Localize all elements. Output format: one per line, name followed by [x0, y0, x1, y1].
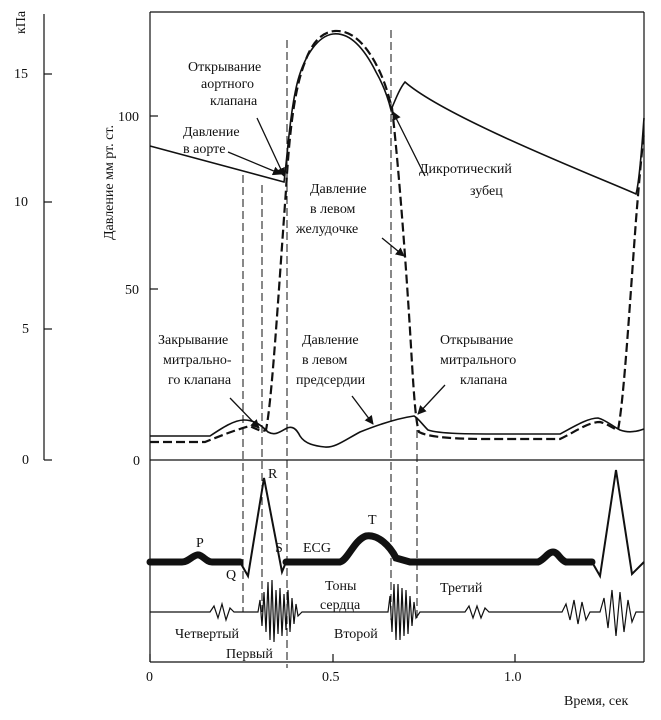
first-sound-label: Первый [226, 647, 273, 662]
kpa-axis-label: кПа [14, 10, 29, 34]
mitral-open-label: Открывание митрального клапана [440, 333, 520, 388]
la-pressure-curve [150, 415, 645, 448]
aortic-valve-open-label: Открывание аортного клапана [188, 60, 265, 109]
lv-pressure-label: Давление в левом желудочке [295, 182, 370, 237]
pressure-tick-0: 0 [133, 454, 140, 469]
aortic-pressure-label: Давление в аорте [183, 125, 243, 157]
heart-sounds-label: Тоны сердца [320, 579, 361, 613]
ecg-label: ECG [303, 541, 331, 556]
time-tick-0: 0 [146, 670, 153, 685]
ecg-q-label: Q [226, 568, 236, 583]
ecg-trace [146, 469, 645, 579]
second-sound-label: Второй [334, 627, 378, 642]
time-axis-label: Время, сек [564, 694, 628, 709]
pressure-tick-50: 50 [125, 283, 139, 298]
mitral-close-label: Закрывание митрально- го клапана [158, 333, 235, 388]
pressure-tick-100: 100 [118, 110, 139, 125]
ecg-t-label: T [368, 513, 377, 528]
aortic-pressure-curve [149, 33, 645, 196]
time-tick-05: 0.5 [322, 670, 340, 685]
third-sound-label: Третий [440, 581, 483, 596]
ecg-p-label: P [196, 536, 204, 551]
kpa-tick-0: 0 [22, 453, 29, 468]
kpa-tick-10: 10 [14, 195, 28, 210]
event-lines [242, 30, 418, 668]
la-pressure-label: Давление в левом предсердии [296, 333, 366, 388]
ecg-s-label: S [275, 541, 283, 556]
dicrotic-notch-label: Дикротический зубец [419, 162, 515, 199]
heart-sounds-trace [150, 579, 644, 643]
ecg-r-label: R [268, 467, 278, 482]
label-pointers [227, 111, 446, 429]
pressure-axis-label: Давление мм рт. ст. [102, 125, 117, 240]
kpa-axis: кПа 15 10 5 0 [14, 10, 52, 468]
kpa-tick-15: 15 [14, 67, 28, 82]
fourth-sound-label: Четвертый [175, 627, 240, 642]
time-axis: 0 0.5 1.0 Время, сек [146, 654, 644, 709]
kpa-tick-5: 5 [22, 322, 29, 337]
time-tick-10: 1.0 [504, 670, 522, 685]
